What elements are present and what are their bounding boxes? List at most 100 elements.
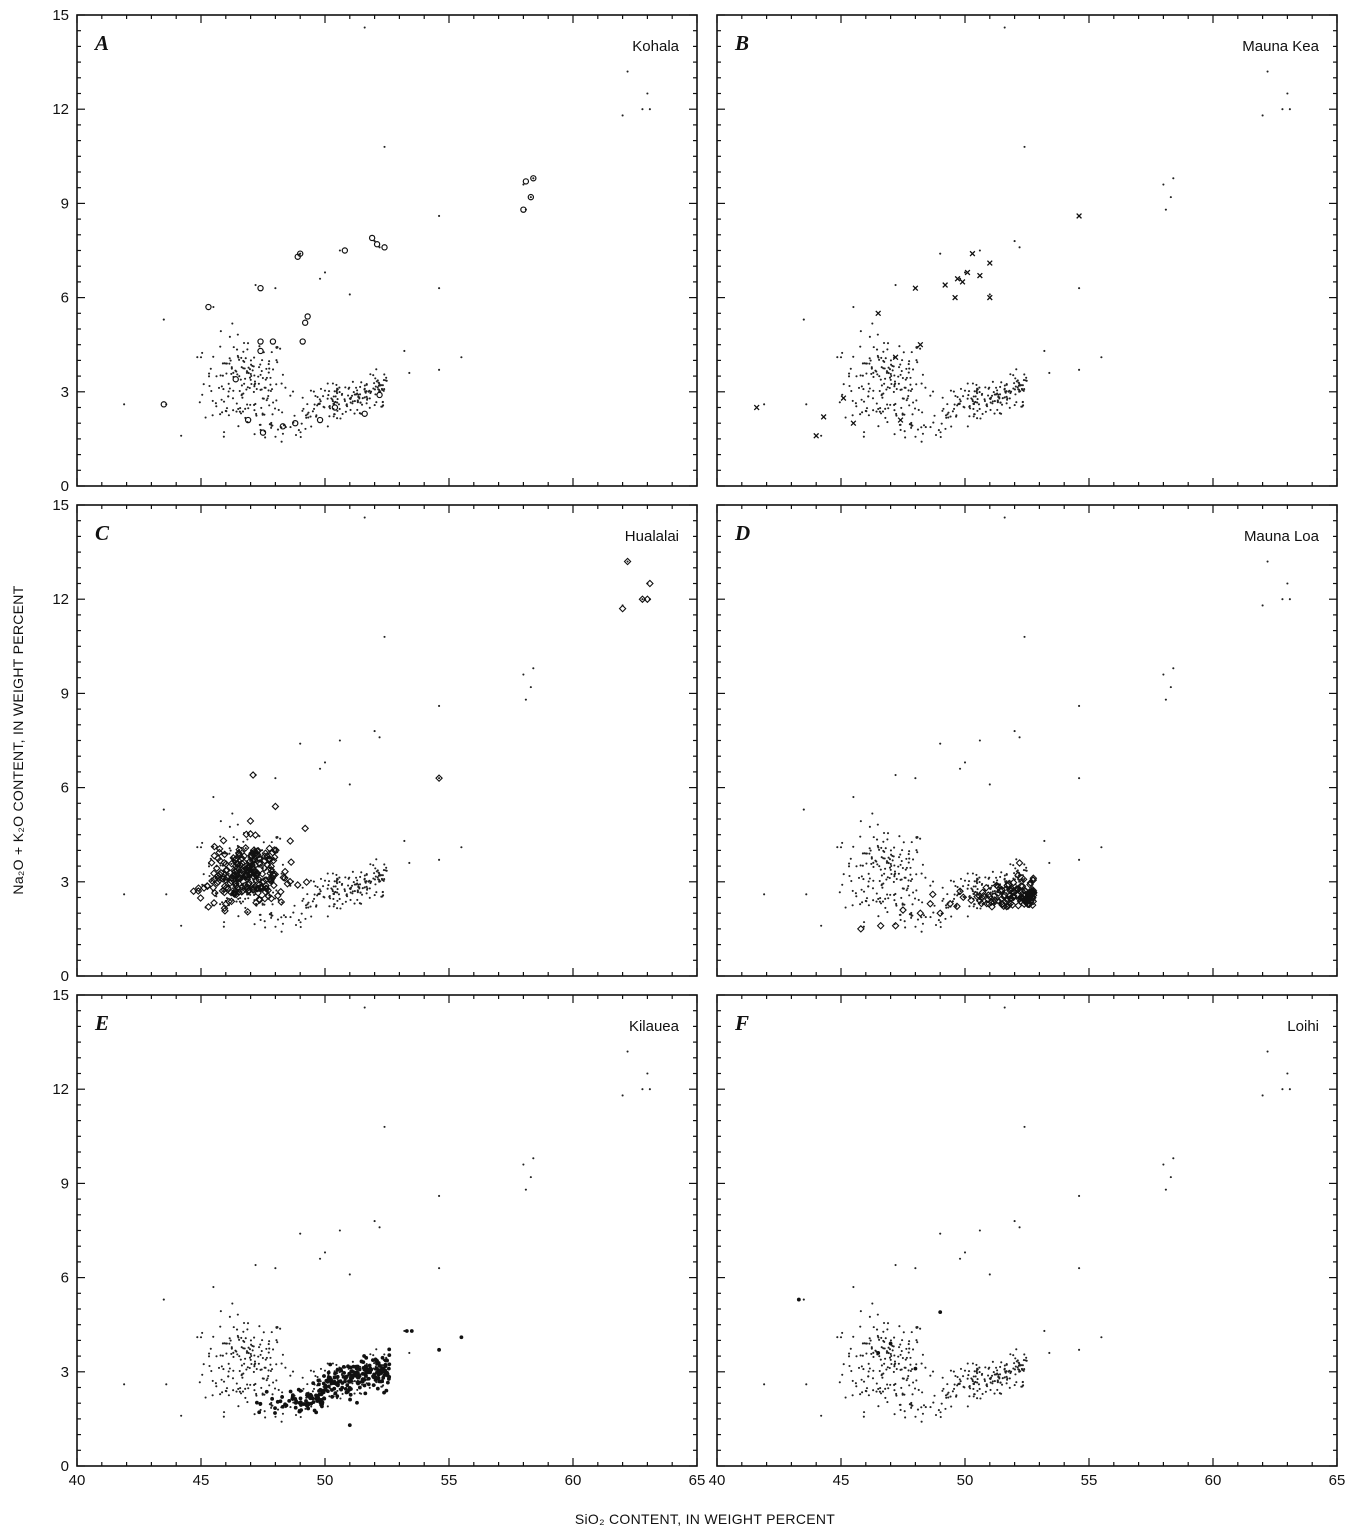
background-point bbox=[894, 382, 897, 385]
background-point bbox=[258, 1346, 261, 1349]
background-point bbox=[338, 407, 341, 411]
highlight-point bbox=[214, 871, 222, 880]
highlight-point bbox=[1015, 895, 1024, 903]
background-point bbox=[232, 1351, 235, 1354]
background-point bbox=[368, 1386, 371, 1389]
highlight-point bbox=[345, 1383, 350, 1388]
background-point bbox=[969, 407, 972, 410]
background-point bbox=[939, 431, 942, 434]
background-point bbox=[1164, 1188, 1167, 1191]
background-point bbox=[1003, 1376, 1006, 1379]
background-point bbox=[263, 903, 266, 906]
background-point bbox=[1023, 635, 1026, 638]
background-point bbox=[992, 881, 995, 884]
background-point bbox=[242, 1372, 245, 1375]
highlight-point bbox=[371, 1383, 376, 1388]
background-point bbox=[903, 920, 906, 923]
background-point bbox=[972, 395, 975, 398]
highlight-point bbox=[967, 896, 976, 905]
background-point bbox=[937, 429, 940, 432]
highlight-point bbox=[255, 896, 264, 905]
background-point bbox=[924, 426, 927, 429]
background-point bbox=[375, 401, 378, 404]
background-point bbox=[887, 1346, 890, 1349]
background-point bbox=[1100, 846, 1103, 849]
highlight-point bbox=[267, 865, 276, 874]
background-point bbox=[911, 1404, 914, 1407]
background-point bbox=[349, 891, 352, 894]
background-point bbox=[872, 1355, 875, 1358]
highlight-point bbox=[243, 882, 252, 891]
background-point bbox=[315, 414, 318, 417]
background-point bbox=[332, 415, 335, 418]
background-point bbox=[338, 897, 341, 901]
highlight-point bbox=[235, 879, 243, 888]
background-point bbox=[841, 883, 844, 886]
background-point bbox=[1003, 1368, 1006, 1371]
background-point bbox=[267, 394, 270, 398]
background-point bbox=[904, 926, 907, 929]
highlight-point bbox=[339, 1368, 344, 1373]
background-point bbox=[264, 378, 267, 381]
background-point bbox=[851, 414, 854, 417]
background-point bbox=[1009, 373, 1012, 376]
background-point bbox=[947, 416, 950, 419]
background-point bbox=[201, 883, 204, 886]
highlight-point bbox=[219, 875, 228, 883]
background-point bbox=[950, 1405, 953, 1408]
highlight-point bbox=[224, 884, 232, 893]
background-point bbox=[318, 1257, 322, 1260]
highlight-point bbox=[975, 896, 984, 905]
highlight-point bbox=[1028, 893, 1036, 902]
background-point bbox=[369, 1353, 372, 1356]
background-point bbox=[865, 372, 868, 375]
background-point bbox=[857, 1366, 861, 1369]
background-point bbox=[253, 385, 256, 388]
background-point bbox=[857, 386, 861, 389]
background-point bbox=[438, 287, 441, 290]
background-point bbox=[901, 1356, 904, 1360]
background-point bbox=[933, 904, 936, 907]
background-point bbox=[353, 1392, 356, 1395]
highlight-point bbox=[293, 881, 302, 889]
background-point bbox=[905, 1347, 908, 1350]
background-point bbox=[242, 350, 245, 353]
highlight-point bbox=[409, 1329, 414, 1333]
background-point bbox=[270, 426, 273, 429]
x-tick-label: 60 bbox=[1205, 1472, 1222, 1489]
background-point bbox=[931, 880, 935, 883]
background-point bbox=[922, 424, 926, 427]
highlight-point bbox=[232, 376, 239, 383]
background-point bbox=[306, 403, 309, 406]
highlight-point bbox=[251, 866, 259, 875]
background-point bbox=[871, 1302, 874, 1305]
background-point bbox=[384, 869, 387, 872]
background-point bbox=[228, 1315, 231, 1318]
background-point bbox=[253, 1360, 257, 1363]
background-point bbox=[981, 412, 984, 416]
background-point bbox=[875, 402, 878, 405]
background-point bbox=[894, 1263, 897, 1267]
background-point bbox=[360, 871, 363, 874]
background-point bbox=[263, 920, 266, 923]
background-point bbox=[327, 390, 331, 393]
background-point bbox=[941, 899, 944, 902]
background-point bbox=[299, 252, 302, 255]
y-tick-label: 9 bbox=[61, 195, 69, 212]
background-point bbox=[339, 907, 342, 910]
background-point bbox=[265, 1356, 268, 1359]
background-point bbox=[332, 905, 335, 908]
background-point bbox=[963, 389, 967, 392]
background-point bbox=[996, 408, 999, 411]
background-point bbox=[939, 1411, 942, 1414]
background-point bbox=[991, 870, 994, 873]
background-point bbox=[886, 911, 889, 914]
background-point bbox=[1261, 604, 1264, 607]
background-point bbox=[899, 918, 902, 921]
background-point bbox=[263, 413, 266, 416]
background-point bbox=[356, 889, 359, 892]
x-tick-label: 40 bbox=[709, 1472, 726, 1489]
background-point bbox=[999, 1365, 1002, 1369]
background-point bbox=[219, 413, 222, 416]
